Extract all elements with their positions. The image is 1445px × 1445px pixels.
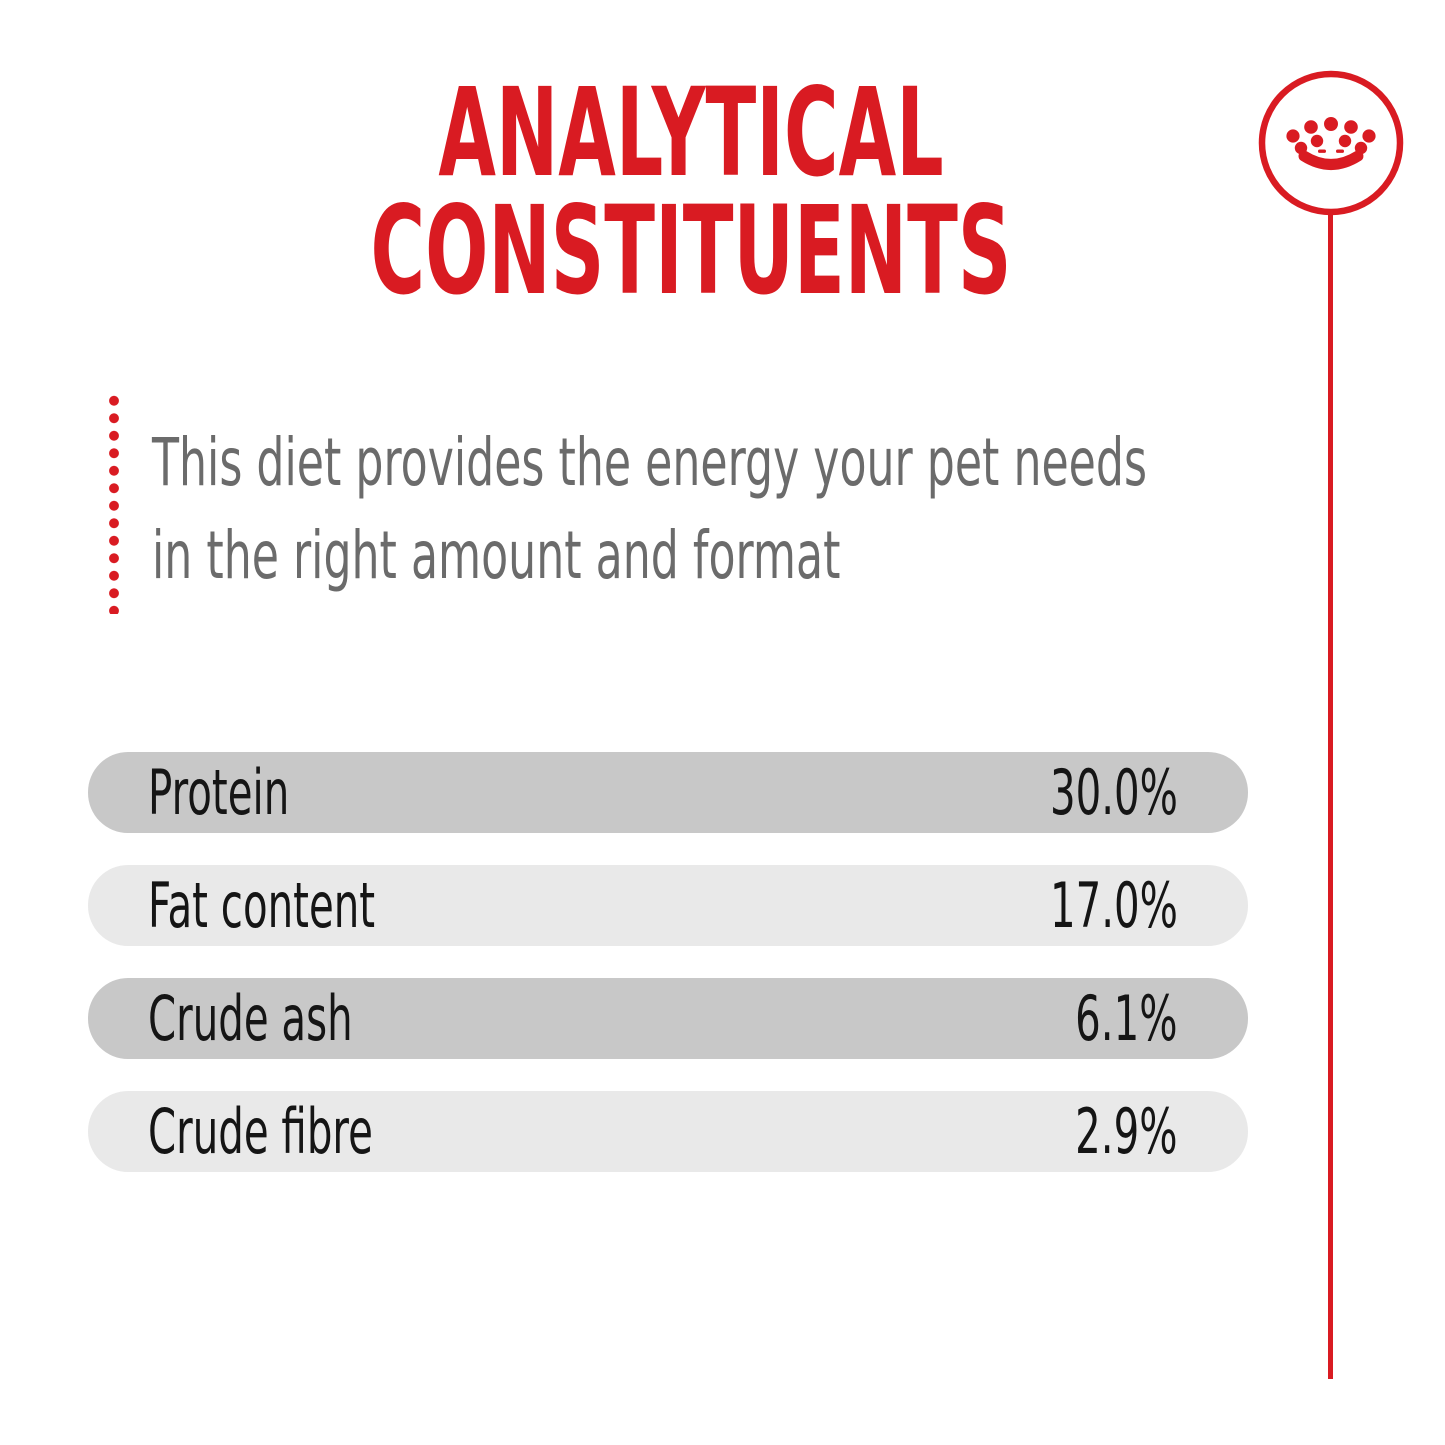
row-label: Protein <box>148 756 290 829</box>
row-value: 30.0% <box>1049 756 1178 829</box>
row-value: 17.0% <box>1049 869 1178 942</box>
table-row-crude-fibre: Crude fibre 2.9% <box>88 1091 1248 1172</box>
description-line1: This diet provides the energy your pet n… <box>152 424 1148 501</box>
table-row-protein: Protein 30.0% <box>88 752 1248 833</box>
row-label: Crude ash <box>148 982 353 1055</box>
nutrition-table: Protein 30.0% Fat content 17.0% Crude as… <box>88 752 1248 1172</box>
description-line2: in the right amount and format <box>152 517 841 594</box>
table-row-fat-content: Fat content 17.0% <box>88 865 1248 946</box>
row-label: Crude fibre <box>148 1095 373 1168</box>
page-title: ANALYTICAL CONSTITUENTS <box>269 72 1112 312</box>
page-title-line2: CONSTITUENTS <box>370 180 1012 322</box>
vertical-accent-line <box>1328 212 1333 1379</box>
row-label: Fat content <box>148 869 376 942</box>
crown-band-dash <box>1336 149 1344 153</box>
page-title-line1: ANALYTICAL <box>438 62 944 204</box>
royal-canin-crown-icon <box>1258 70 1404 216</box>
description-text: This diet provides the energy your pet n… <box>152 416 1147 602</box>
row-value: 2.9% <box>1075 1095 1178 1168</box>
table-row-crude-ash: Crude ash 6.1% <box>88 978 1248 1059</box>
dotted-accent-line <box>108 392 120 614</box>
crown-band <box>1298 150 1364 170</box>
row-value: 6.1% <box>1075 982 1178 1055</box>
crown-band-dash <box>1318 149 1326 153</box>
